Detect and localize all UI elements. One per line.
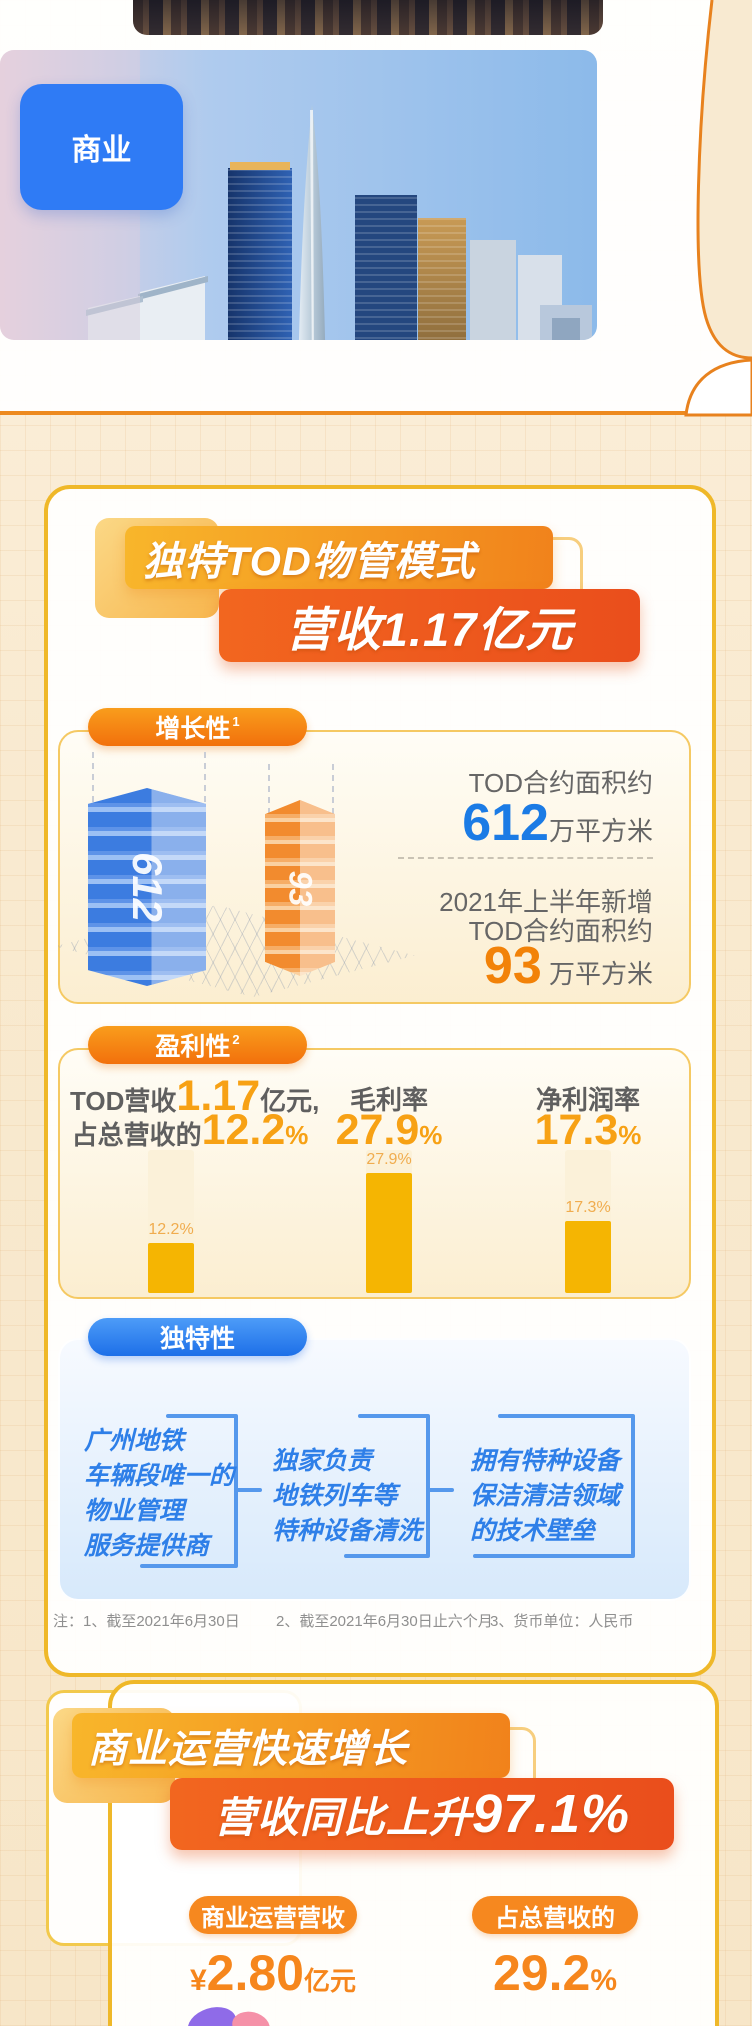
tower1-value: 612	[123, 851, 171, 923]
profit-col3-value-row: 17.3%	[513, 1106, 663, 1155]
unique-item2-line1: 独家负责	[272, 1447, 373, 1475]
unique-item2-line3: 特种设备清洗	[272, 1517, 423, 1545]
profit-col1-prefix2: 占总营收的	[71, 1120, 202, 1150]
unique-item2-line2: 地铁列车等	[272, 1482, 398, 1510]
growth-stat2-value: 93	[483, 937, 542, 995]
growth-stat1-unit: 万平方米	[548, 816, 653, 846]
tower2-guide-lines	[268, 764, 334, 814]
revenue-amount: 2.80	[206, 1945, 304, 2001]
tower1-guide-lines	[92, 752, 206, 802]
commercial-revenue-pill: 商业运营营收	[189, 1896, 357, 1934]
growth-stat2-label2: TOD合约面积约	[468, 916, 653, 946]
page-curl-decoration	[684, 0, 752, 417]
unique-bracket-decoration	[140, 1414, 635, 1568]
profit-bar2-label: 27.9%	[366, 1151, 412, 1168]
tower-chart-93: 93	[265, 800, 335, 976]
commerce-tab-button[interactable]: 商业	[20, 84, 183, 210]
revenue-share-value: 29.2%	[455, 1944, 655, 2002]
growth-stat1-value: 612	[462, 794, 549, 852]
unique-item3-line1: 拥有特种设备	[470, 1447, 621, 1475]
profit-col1-line1: TOD营收1.17亿元,	[70, 1072, 319, 1121]
growth-stat1-label: TOD合约面积约	[468, 768, 653, 798]
paper-bottom-edge	[0, 411, 698, 415]
profit-col3-value: 17.3	[534, 1106, 619, 1154]
unique-item1-line2: 车辆段唯一的	[84, 1462, 235, 1490]
revenue-share-pill: 占总营收的	[472, 1896, 638, 1934]
profit-badge-superscript: 2	[232, 1031, 240, 1047]
unique-item1-line1: 广州地铁	[84, 1427, 185, 1455]
profit-col1-suffix: 亿元,	[260, 1086, 320, 1116]
headline1-line1: 独特TOD物管模式	[125, 526, 553, 589]
profit-bar3-label: 17.3%	[565, 1199, 611, 1216]
profit-col1-prefix: TOD营收	[70, 1086, 177, 1116]
unique-item3-line2: 保洁清洁领域	[470, 1482, 621, 1510]
growth-stat2-unit	[542, 959, 549, 989]
headline2-line1: 商业运营快速增长	[72, 1713, 510, 1778]
revenue-unit: 亿元	[304, 1966, 357, 1996]
profit-bar1-fill	[148, 1243, 194, 1293]
growth-stat2-value-row: 93 万平方米	[403, 936, 653, 996]
profit-col1-pct: %	[285, 1120, 309, 1150]
unique-item-3: 拥有特种设备 保洁清洁领域 的技术壁垒	[470, 1444, 620, 1549]
unique-item1-line4: 服务提供商	[84, 1532, 210, 1560]
unique-item-2: 独家负责 地铁列车等 特种设备清洗	[272, 1444, 422, 1549]
profit-badge-label: 盈利性	[155, 1033, 231, 1061]
profit-col2-label: 毛利率	[349, 1085, 428, 1115]
unique-item1-line3: 物业管理	[84, 1497, 185, 1525]
headline1-line2: 营收1.17亿元	[219, 589, 640, 662]
growth-badge-superscript: 1	[232, 713, 240, 729]
profit-bar1: 12.2%	[148, 1150, 194, 1293]
profit-col3-label: 净利润率	[535, 1085, 640, 1115]
profit-bar2: 27.9%	[366, 1150, 412, 1293]
footnote-3: 3、货币单位：人民币	[490, 1613, 634, 1630]
profit-bar3-fill	[565, 1221, 611, 1293]
growth-stat2-unit-text: 万平方米	[548, 959, 653, 989]
growth-stat2-label1: 2021年上半年新增	[439, 887, 653, 917]
unique-badge: 独特性	[88, 1318, 307, 1356]
headline2-line2-prefix: 营收同比上升	[213, 1793, 472, 1841]
profit-col1-line2: 占总营收的12.2%	[70, 1106, 310, 1155]
profit-bar3: 17.3%	[565, 1150, 611, 1293]
profit-col2-value: 27.9	[335, 1106, 420, 1154]
profit-badge: 盈利性 2	[88, 1026, 307, 1064]
growth-divider	[398, 857, 653, 859]
share-amount: 29.2	[492, 1945, 591, 2001]
footnote-2: 2、截至2021年6月30日止六个月	[276, 1613, 493, 1630]
growth-badge: 增长性 1	[88, 708, 307, 746]
profit-col2-pct: %	[419, 1120, 443, 1150]
tower-chart-612: 612	[88, 788, 206, 986]
profit-bar2-fill	[366, 1173, 412, 1293]
unique-item3-line3: 的技术壁垒	[470, 1517, 596, 1545]
commercial-revenue-value: ¥2.80 亿元	[163, 1944, 383, 2002]
headline2-line2-value: 97.1%	[471, 1784, 631, 1844]
profit-col1-value2: 12.2	[201, 1106, 286, 1154]
unique-badge-label: 独特性	[159, 1325, 235, 1353]
growth-badge-label: 增长性	[155, 715, 231, 743]
profit-col3-pct: %	[618, 1120, 642, 1150]
headline2-line2: 营收同比上升 97.1%	[170, 1778, 674, 1850]
profit-col2-value-row: 27.9%	[314, 1106, 464, 1155]
previous-photo-strip	[133, 0, 603, 35]
unique-item-1: 广州地铁 车辆段唯一的 物业管理 服务提供商	[84, 1424, 234, 1564]
profit-col1-value1: 1.17	[176, 1072, 261, 1120]
profit-bar1-label: 12.2%	[148, 1221, 194, 1238]
share-unit: %	[590, 1964, 617, 1997]
tower2-value: 93	[282, 870, 319, 906]
footnote-1: 注：1、截至2021年6月30日	[53, 1613, 240, 1630]
growth-stat1-value-row: 612万平方米	[403, 793, 653, 853]
currency-symbol: ¥	[189, 1964, 207, 1997]
